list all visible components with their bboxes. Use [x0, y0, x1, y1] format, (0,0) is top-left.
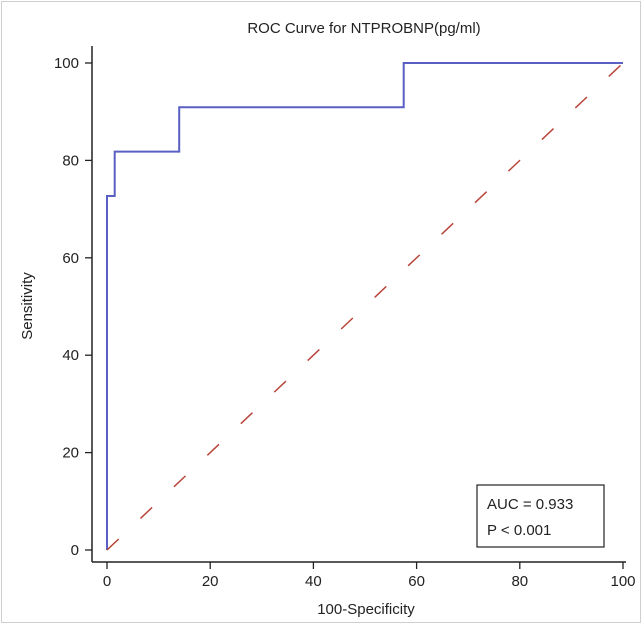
- y-tick-label-4: 80: [62, 152, 79, 169]
- auc-value: AUC = 0.933: [487, 496, 573, 513]
- reference-diagonal-line: [106, 62, 624, 551]
- y-tick-label-1: 20: [62, 445, 79, 462]
- x-tick-label-4: 80: [511, 573, 528, 590]
- x-axis-label: 100-Specificity: [317, 601, 415, 618]
- axes: [91, 46, 626, 563]
- x-tick-label-2: 40: [305, 573, 322, 590]
- y-tick-label-2: 40: [62, 347, 79, 364]
- p-value: P < 0.001: [487, 522, 551, 539]
- series-group: [106, 62, 624, 551]
- x-tick-label-1: 20: [202, 573, 219, 590]
- x-ticks: 0 20 40 60 80 100: [103, 562, 636, 590]
- auc-box-border: [476, 484, 605, 548]
- x-tick-label-0: 0: [103, 573, 111, 590]
- x-tick-label-3: 60: [408, 573, 425, 590]
- y-tick-label-0: 0: [71, 542, 79, 559]
- y-tick-label-3: 60: [62, 250, 79, 267]
- y-ticks: 0 20 40 60 80 100: [54, 55, 92, 559]
- y-axis-label: Sensitivity: [19, 272, 36, 340]
- y-tick-label-5: 100: [54, 55, 79, 72]
- chart-title: ROC Curve for NTPROBNP(pg/ml): [247, 20, 480, 37]
- x-tick-label-5: 100: [610, 573, 635, 590]
- roc-curve-line: [106, 62, 623, 550]
- auc-box: AUC = 0.933 P < 0.001: [476, 484, 605, 548]
